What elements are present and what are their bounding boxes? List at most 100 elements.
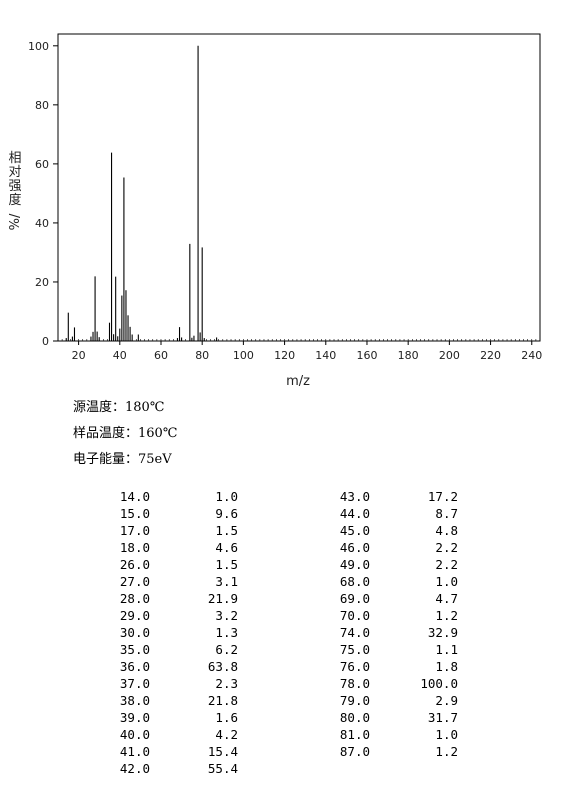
peak-intensity: 2.2 bbox=[435, 557, 458, 572]
x-tick-label: 200 bbox=[439, 349, 460, 362]
x-tick-label: 80 bbox=[195, 349, 209, 362]
peak-intensity: 8.7 bbox=[435, 506, 458, 521]
plot-frame bbox=[57, 33, 541, 342]
peak-mz: 46.0 bbox=[339, 540, 370, 555]
peak-row: 45.0 4.8 bbox=[318, 522, 458, 539]
peak-mz: 80.0 bbox=[339, 710, 370, 725]
peak-intensity: 1.0 bbox=[435, 574, 458, 589]
peak-row: 27.0 3.1 bbox=[98, 573, 238, 590]
peak-row: 18.0 4.6 bbox=[98, 539, 238, 556]
y-tick-label: 100 bbox=[28, 40, 49, 53]
peak-intensity: 32.9 bbox=[427, 625, 458, 640]
peak-table-right: 43.0 17.2 44.0 8.7 45.0 4.8 46.0 2.2 49.0 2.2 68.0… bbox=[318, 488, 458, 760]
peak-intensity: 1.2 bbox=[435, 744, 458, 759]
peak-mz: 35.0 bbox=[119, 642, 150, 657]
peak-intensity: 1.5 bbox=[215, 557, 238, 572]
peak-mz: 39.0 bbox=[119, 710, 150, 725]
peak-intensity: 4.8 bbox=[435, 523, 458, 538]
peak-mz: 49.0 bbox=[339, 557, 370, 572]
x-tick-label: 120 bbox=[274, 349, 295, 362]
peak-mz: 17.0 bbox=[119, 523, 150, 538]
peak-row: 41.0 15.4 bbox=[98, 743, 238, 760]
peak-intensity: 4.7 bbox=[435, 591, 458, 606]
peak-intensity: 6.2 bbox=[215, 642, 238, 657]
peak-intensity: 2.2 bbox=[435, 540, 458, 555]
peak-mz: 18.0 bbox=[119, 540, 150, 555]
peak-mz: 79.0 bbox=[339, 693, 370, 708]
peak-row: 78.0 100.0 bbox=[318, 675, 458, 692]
peak-mz: 76.0 bbox=[339, 659, 370, 674]
mass-spectrum-chart: 20 40 60 80 100 120 140 160 180 200 220 240 0 20 40 60… bbox=[8, 33, 542, 389]
peak-row: 75.0 1.1 bbox=[318, 641, 458, 658]
x-tick-label: 60 bbox=[154, 349, 168, 362]
peak-row: 87.0 1.2 bbox=[318, 743, 458, 760]
y-tick-label: 60 bbox=[35, 158, 49, 171]
peak-mz: 38.0 bbox=[119, 693, 150, 708]
peak-intensity: 1.5 bbox=[215, 523, 238, 538]
peak-intensity: 31.7 bbox=[427, 710, 458, 725]
peak-row: 79.0 2.9 bbox=[318, 692, 458, 709]
peak-mz: 37.0 bbox=[119, 676, 150, 691]
peak-mz: 87.0 bbox=[339, 744, 370, 759]
peak-intensity: 1.0 bbox=[435, 727, 458, 742]
x-tick-label: 20 bbox=[72, 349, 86, 362]
source-temperature: 源温度：180℃ bbox=[73, 400, 165, 415]
x-axis-title: m/z bbox=[286, 374, 310, 389]
peak-intensity: 2.3 bbox=[215, 676, 238, 691]
peak-mz: 15.0 bbox=[119, 506, 150, 521]
peak-row: 29.0 3.2 bbox=[98, 607, 238, 624]
peak-intensity: 21.9 bbox=[207, 591, 238, 606]
peak-mz: 28.0 bbox=[119, 591, 150, 606]
peak-row: 76.0 1.8 bbox=[318, 658, 458, 675]
peak-mz: 68.0 bbox=[339, 574, 370, 589]
x-tick-label: 180 bbox=[398, 349, 419, 362]
peak-intensity: 2.9 bbox=[435, 693, 458, 708]
peak-row: 40.0 4.2 bbox=[98, 726, 238, 743]
peak-row: 17.0 1.5 bbox=[98, 522, 238, 539]
y-tick-label: 40 bbox=[35, 217, 49, 230]
peak-bars bbox=[65, 45, 218, 341]
peak-row: 69.0 4.7 bbox=[318, 590, 458, 607]
peak-mz: 30.0 bbox=[119, 625, 150, 640]
peak-intensity: 4.6 bbox=[215, 540, 238, 555]
peak-mz: 44.0 bbox=[339, 506, 370, 521]
peak-row: 81.0 1.0 bbox=[318, 726, 458, 743]
peak-mz: 45.0 bbox=[339, 523, 370, 538]
y-tick-label: 20 bbox=[35, 276, 49, 289]
peak-mz: 70.0 bbox=[339, 608, 370, 623]
peak-mz: 78.0 bbox=[339, 676, 370, 691]
peak-intensity: 1.6 bbox=[215, 710, 238, 725]
x-tick-label: 220 bbox=[480, 349, 501, 362]
x-tick-label: 100 bbox=[233, 349, 254, 362]
peak-intensity: 3.2 bbox=[215, 608, 238, 623]
peak-intensity: 1.8 bbox=[435, 659, 458, 674]
peak-row: 14.0 1.0 bbox=[98, 488, 238, 505]
peak-mz: 29.0 bbox=[119, 608, 150, 623]
peak-row: 80.0 31.7 bbox=[318, 709, 458, 726]
y-axis-title-char: 强 bbox=[8, 179, 21, 194]
peak-mz: 42.0 bbox=[119, 761, 150, 776]
electron-energy: 电子能量：75eV bbox=[73, 452, 172, 467]
x-minor-ticks bbox=[57, 339, 541, 341]
peak-intensity: 17.2 bbox=[427, 489, 458, 504]
peak-mz: 81.0 bbox=[339, 727, 370, 742]
peak-row: 30.0 1.3 bbox=[98, 624, 238, 641]
x-axis: 20 40 60 80 100 120 140 160 180 200 220 240 bbox=[72, 341, 542, 362]
peak-table-left: 14.0 1.0 15.0 9.6 17.0 1.5 18.0 4.6 26.0 1.5 27.0 3… bbox=[98, 488, 238, 777]
peak-mz: 41.0 bbox=[119, 744, 150, 759]
peak-row: 36.0 63.8 bbox=[98, 658, 238, 675]
peak-mz: 75.0 bbox=[339, 642, 370, 657]
peak-row: 49.0 2.2 bbox=[318, 556, 458, 573]
peak-intensity: 21.8 bbox=[207, 693, 238, 708]
peak-intensity: 1.3 bbox=[215, 625, 238, 640]
x-tick-label: 140 bbox=[315, 349, 336, 362]
peak-row: 37.0 2.3 bbox=[98, 675, 238, 692]
peak-intensity: 1.2 bbox=[435, 608, 458, 623]
peak-row: 28.0 21.9 bbox=[98, 590, 238, 607]
peak-mz: 40.0 bbox=[119, 727, 150, 742]
x-tick-label: 160 bbox=[356, 349, 377, 362]
peak-row: 26.0 1.5 bbox=[98, 556, 238, 573]
peak-row: 74.0 32.9 bbox=[318, 624, 458, 641]
peak-intensity: 63.8 bbox=[207, 659, 238, 674]
y-axis-title-char: 度 bbox=[8, 192, 21, 208]
